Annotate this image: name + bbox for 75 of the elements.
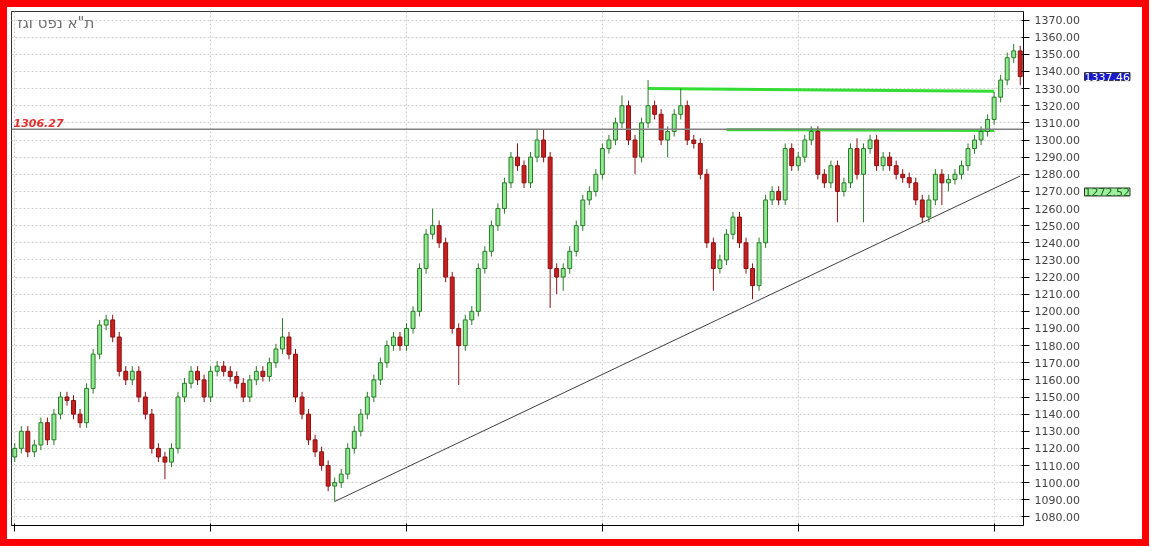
candlestick <box>162 451 168 480</box>
y-tick-label: 1270.00 <box>1034 185 1080 199</box>
candlestick <box>808 125 814 146</box>
candlestick <box>44 417 50 446</box>
y-tick-label: 1150.00 <box>1034 391 1080 404</box>
y-tick-label: 1120.00 <box>1034 442 1080 456</box>
y-tick-label: 1340.00 <box>1034 65 1080 79</box>
candlestick <box>129 365 135 386</box>
y-tick-label: 1100.00 <box>1034 476 1080 490</box>
candlestick <box>469 305 475 326</box>
y-tick-label: 1230.00 <box>1034 253 1080 267</box>
candlestick <box>286 331 292 360</box>
candlestick <box>802 134 808 163</box>
candlestick <box>841 177 847 198</box>
candlestick <box>789 142 795 172</box>
candlestick <box>25 425 31 458</box>
y-tick-label: 1330.00 <box>1034 82 1080 96</box>
candlestick <box>776 185 782 206</box>
candlestick <box>338 468 344 489</box>
y-tick-label: 1080.00 <box>1034 510 1080 524</box>
y-tick-label: 1320.00 <box>1034 99 1080 113</box>
candlestick <box>880 151 886 172</box>
candlestick <box>18 425 24 455</box>
y-tick-label: 1110.00 <box>1034 459 1080 473</box>
y-tick-label: 1300.00 <box>1034 134 1080 147</box>
y-tick-label: 1140.00 <box>1034 408 1080 422</box>
y-tick-label: 1290.00 <box>1034 151 1080 165</box>
candlestick <box>515 142 520 172</box>
y-tick-label: 1130.00 <box>1034 425 1080 439</box>
y-tick-label: 1280.00 <box>1034 168 1080 182</box>
y-tick-label: 1190.00 <box>1034 322 1080 336</box>
ref-line-label: 1306.27 <box>13 117 64 131</box>
y-tick-label: 1090.00 <box>1034 493 1080 507</box>
candlestick <box>828 160 834 189</box>
candlestick <box>390 331 396 352</box>
y-tick-label: 1180.00 <box>1034 339 1080 353</box>
y-tick-label: 1310.00 <box>1034 116 1080 130</box>
chart-title: ת"א נפט וגז <box>17 13 95 32</box>
candlestick <box>769 185 775 206</box>
y-tick-label: 1160.00 <box>1034 373 1080 387</box>
candlestick <box>887 151 893 172</box>
candlestick <box>919 194 925 223</box>
y-tick-label: 1200.00 <box>1034 305 1080 319</box>
candlestick <box>247 374 253 403</box>
candlestick <box>397 331 403 352</box>
candlestick <box>795 151 801 172</box>
candlestick <box>521 160 527 189</box>
candlestick <box>821 168 827 189</box>
candlestick <box>253 365 259 386</box>
candlestick <box>730 211 736 240</box>
candlestick <box>665 125 671 158</box>
y-tick-label: 1250.00 <box>1034 219 1080 233</box>
candlestick <box>38 417 44 451</box>
candlestick <box>12 442 18 463</box>
candlestick <box>541 129 547 163</box>
candlestick <box>240 377 246 403</box>
candlestick <box>188 365 194 389</box>
y-tick-label: 1210.00 <box>1034 288 1080 302</box>
y-tick-label: 1220.00 <box>1034 271 1080 285</box>
y-tick-label: 1260.00 <box>1034 202 1080 216</box>
candlestick <box>260 365 266 383</box>
candlestick <box>325 459 331 492</box>
y-tick-label: 1350.00 <box>1034 48 1080 62</box>
y-tick-label: 1170.00 <box>1034 356 1080 370</box>
y-tick-label: 1360.00 <box>1034 31 1080 45</box>
candlestick <box>926 194 932 223</box>
candlestick <box>652 100 658 120</box>
candlestick <box>110 314 116 343</box>
candlestick <box>939 168 945 206</box>
candlestick <box>332 477 338 503</box>
candlestick <box>155 442 161 463</box>
y-tick-label: 1370.00 <box>1034 14 1080 28</box>
y-tick-label: 1240.00 <box>1034 236 1080 250</box>
candlestick <box>371 374 377 403</box>
candlestick <box>364 391 370 420</box>
